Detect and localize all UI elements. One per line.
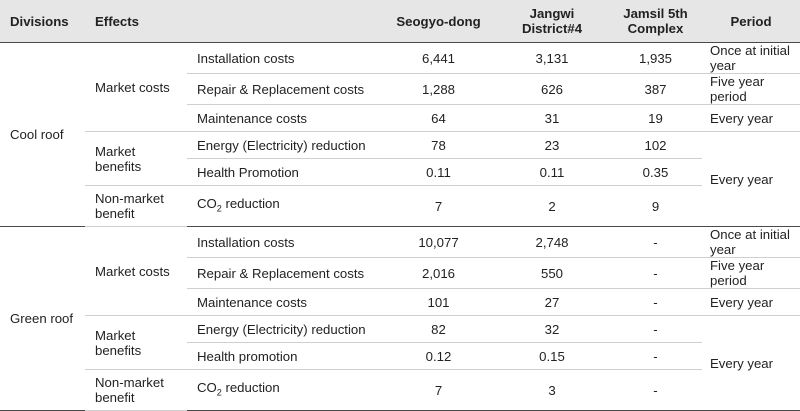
item-label: Installation costs bbox=[187, 42, 382, 74]
table-row: Green roof Market costs Installation cos… bbox=[0, 226, 800, 411]
value-jangwi: 0.15 bbox=[495, 342, 609, 370]
period-merged: Every year bbox=[702, 131, 800, 227]
period-value: Five year period bbox=[702, 257, 800, 289]
item-label: Energy (Electricity) reduction bbox=[187, 315, 382, 343]
value-jamsil: 9 bbox=[609, 185, 702, 227]
value-jangwi: 23 bbox=[495, 131, 609, 159]
value-jamsil: 102 bbox=[609, 131, 702, 159]
item-label: Health promotion bbox=[187, 342, 382, 370]
value-seogyo: 82 bbox=[382, 315, 495, 343]
table-row: Cool roof Market costs Installation cost… bbox=[0, 42, 800, 227]
table-row: Maintenance costs 64 31 19 Every year bbox=[0, 104, 800, 132]
value-jangwi: 27 bbox=[495, 288, 609, 316]
value-seogyo: 101 bbox=[382, 288, 495, 316]
value-seogyo: 10,077 bbox=[382, 226, 495, 258]
value-jangwi: 550 bbox=[495, 257, 609, 289]
item-label: Repair & Replacement costs bbox=[187, 73, 382, 105]
value-jamsil: 19 bbox=[609, 104, 702, 132]
item-label: Repair & Replacement costs bbox=[187, 257, 382, 289]
header-item-blank bbox=[187, 0, 382, 43]
value-seogyo: 7 bbox=[382, 369, 495, 411]
value-jangwi: 31 bbox=[495, 104, 609, 132]
value-seogyo: 64 bbox=[382, 104, 495, 132]
table-row: Market benefits Energy (Electricity) red… bbox=[0, 315, 800, 411]
period-merged: Every year bbox=[702, 315, 800, 411]
value-jangwi: 32 bbox=[495, 315, 609, 343]
value-jangwi: 2,748 bbox=[495, 226, 609, 258]
value-seogyo: 0.11 bbox=[382, 158, 495, 186]
item-co2-prefix: CO bbox=[197, 379, 217, 395]
value-jangwi: 3,131 bbox=[495, 42, 609, 74]
item-co2-suffix: reduction bbox=[221, 195, 280, 211]
header-jamsil: Jamsil 5th Complex bbox=[609, 0, 702, 43]
header-jamsil-line1: Jamsil 5th bbox=[623, 6, 688, 21]
value-jangwi: 0.11 bbox=[495, 158, 609, 186]
value-jamsil: - bbox=[609, 257, 702, 289]
period-value: Once at initial year bbox=[702, 226, 800, 258]
item-co2-prefix: CO bbox=[197, 195, 217, 211]
value-jamsil: - bbox=[609, 315, 702, 343]
value-jamsil: - bbox=[609, 369, 702, 411]
effect-market-benefits: Market benefits bbox=[85, 315, 187, 370]
header-row: Divisions Effects Seogyo-dong Jangwi Dist… bbox=[0, 0, 800, 43]
value-seogyo: 0.12 bbox=[382, 342, 495, 370]
effect-non-market-benefit: Non-market benefit bbox=[85, 185, 187, 227]
value-seogyo: 78 bbox=[382, 131, 495, 159]
item-co2-suffix: reduction bbox=[221, 379, 280, 395]
value-jangwi: 3 bbox=[495, 369, 609, 411]
effect-market-costs: Market costs bbox=[85, 42, 187, 132]
item-label: Maintenance costs bbox=[187, 288, 382, 316]
period-value: Every year bbox=[702, 104, 800, 132]
value-jangwi: 2 bbox=[495, 185, 609, 227]
table-row: Non-market benefit CO2 reduction 7 3 - bbox=[0, 369, 800, 411]
table-row: Non-market benefit CO2 reduction 7 2 9 bbox=[0, 185, 800, 227]
value-seogyo: 6,441 bbox=[382, 42, 495, 74]
period-value: Five year period bbox=[702, 73, 800, 105]
value-jamsil: 1,935 bbox=[609, 42, 702, 74]
header-jangwi-line1: Jangwi bbox=[529, 6, 575, 21]
item-label: Maintenance costs bbox=[187, 104, 382, 132]
header-period: Period bbox=[702, 0, 800, 43]
header-seogyo-dong: Seogyo-dong bbox=[382, 0, 495, 43]
table-row: Market benefits Energy (Electricity) red… bbox=[0, 131, 800, 227]
division-green-roof: Green roof bbox=[0, 226, 85, 411]
value-jamsil: - bbox=[609, 342, 702, 370]
header-jangwi-line2: District#4 bbox=[521, 21, 583, 36]
value-jamsil: - bbox=[609, 288, 702, 316]
header-jangwi: Jangwi District#4 bbox=[495, 0, 609, 43]
value-jamsil: - bbox=[609, 226, 702, 258]
period-value: Once at initial year bbox=[702, 42, 800, 74]
item-label: CO2 reduction bbox=[187, 185, 382, 227]
value-jamsil: 0.35 bbox=[609, 158, 702, 186]
item-label: Installation costs bbox=[187, 226, 382, 258]
value-seogyo: 7 bbox=[382, 185, 495, 227]
table-row: Health promotion 0.12 0.15 - bbox=[0, 342, 800, 370]
value-jangwi: 626 bbox=[495, 73, 609, 105]
value-seogyo: 2,016 bbox=[382, 257, 495, 289]
table-row: Repair & Replacement costs 2,016 550 - F… bbox=[0, 257, 800, 289]
header-divisions: Divisions bbox=[0, 0, 85, 43]
item-co2-sub: 2 bbox=[216, 387, 222, 398]
item-label: Energy (Electricity) reduction bbox=[187, 131, 382, 159]
table-row: Repair & Replacement costs 1,288 626 387… bbox=[0, 73, 800, 105]
table-row: Maintenance costs 101 27 - Every year bbox=[0, 288, 800, 316]
effect-market-costs: Market costs bbox=[85, 226, 187, 316]
division-cool-roof: Cool roof bbox=[0, 42, 85, 227]
effect-non-market-benefit: Non-market benefit bbox=[85, 369, 187, 411]
item-label: CO2 reduction bbox=[187, 369, 382, 411]
item-label: Health Promotion bbox=[187, 158, 382, 186]
value-jamsil: 387 bbox=[609, 73, 702, 105]
header-jamsil-line2: Complex bbox=[627, 21, 684, 36]
period-value: Every year bbox=[702, 288, 800, 316]
item-co2-sub: 2 bbox=[216, 203, 222, 214]
effect-market-benefits: Market benefits bbox=[85, 131, 187, 186]
header-effects: Effects bbox=[85, 0, 187, 43]
value-seogyo: 1,288 bbox=[382, 73, 495, 105]
table-row: Health Promotion 0.11 0.11 0.35 bbox=[0, 158, 800, 186]
